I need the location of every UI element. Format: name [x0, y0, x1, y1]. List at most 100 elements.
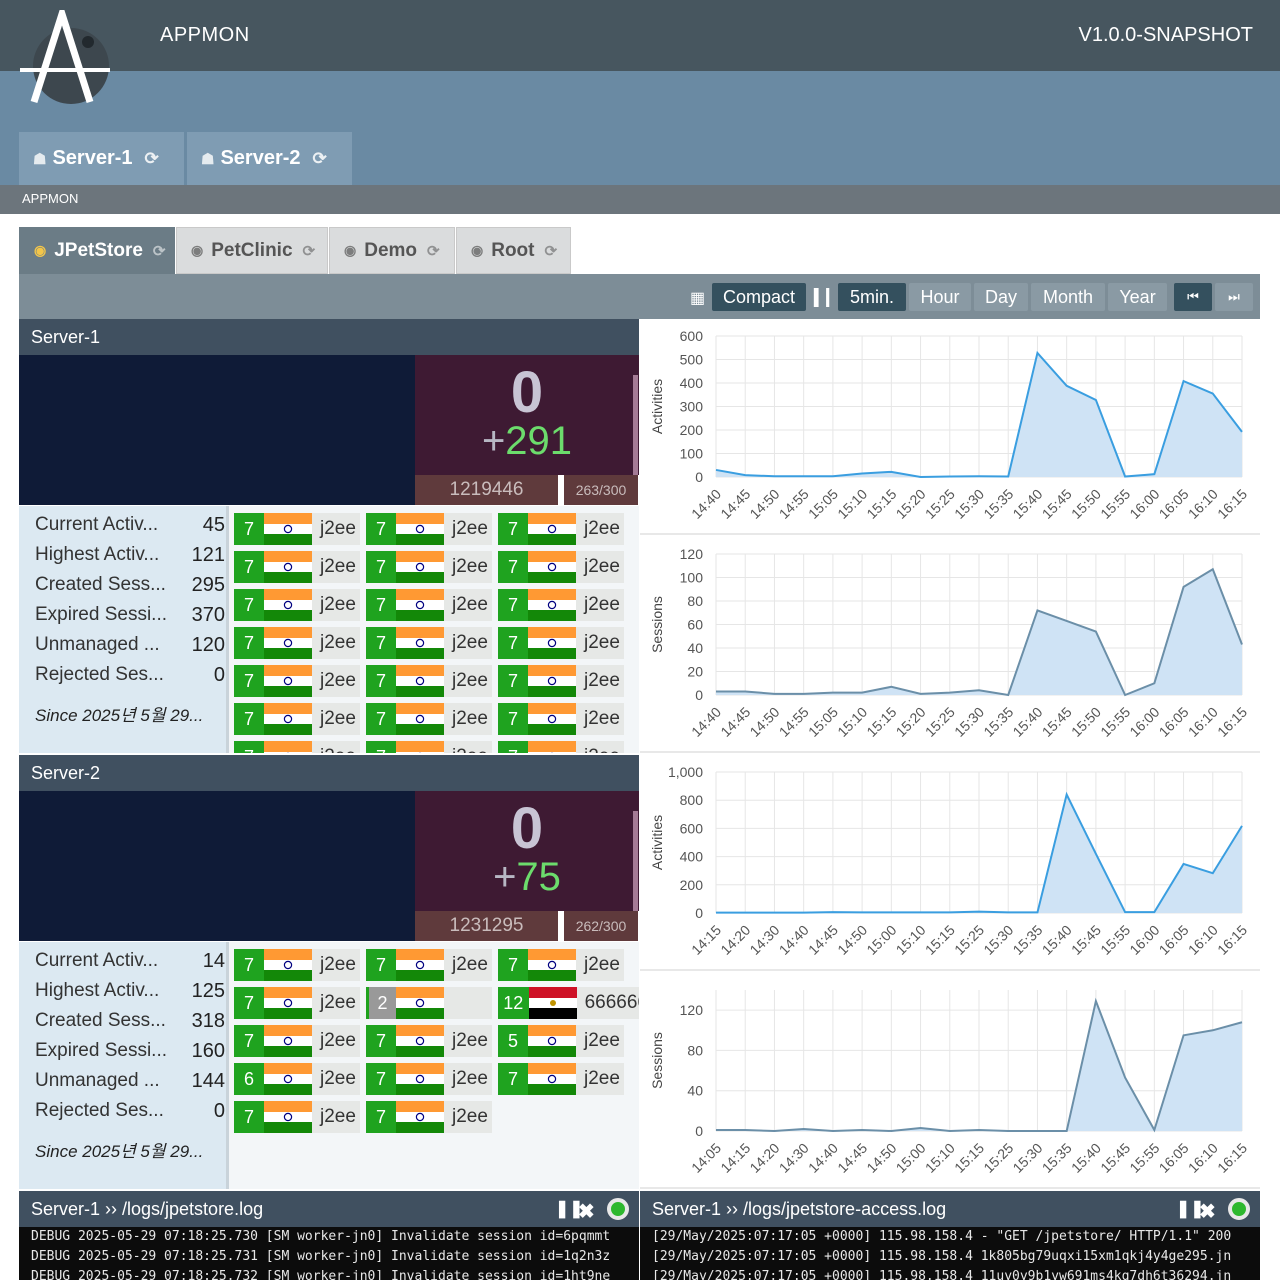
stat-value: 125 — [191, 980, 225, 1002]
compact-button[interactable]: Compact — [712, 283, 806, 311]
skip-back-button[interactable]: ⏮ — [1174, 283, 1212, 311]
refresh-icon[interactable]: ⟳ — [427, 242, 440, 260]
session-chip[interactable]: 7 j2ee — [234, 551, 360, 583]
live-status-icon[interactable] — [607, 1198, 629, 1220]
session-count: 7 — [498, 665, 528, 697]
range-month-button[interactable]: Month — [1031, 283, 1105, 311]
tab-server-2[interactable]: ☗ Server-2 ⟳ — [187, 132, 352, 185]
pause-icon[interactable]: ❚❚ — [1176, 1199, 1205, 1218]
refresh-icon[interactable]: ⟳ — [152, 242, 166, 260]
range-hour-button[interactable]: Hour — [909, 283, 971, 311]
scrollbar[interactable] — [633, 811, 638, 941]
x-tick-label: 14:50 — [863, 1140, 899, 1176]
session-chip[interactable]: 7 j2ee — [234, 627, 360, 659]
session-chip[interactable]: 7 j2ee — [366, 513, 492, 545]
range-year-button[interactable]: Year — [1108, 283, 1167, 311]
session-chip[interactable]: 2 — [366, 987, 492, 1019]
session-chip[interactable]: 7 j2ee — [234, 1101, 360, 1133]
bar-chart-icon: ▍▎ — [814, 290, 839, 307]
tab-jpetstore[interactable]: ◉ JPetStore ⟳ — [19, 227, 175, 274]
series-area — [716, 1001, 1242, 1131]
session-chip[interactable]: 5 j2ee — [498, 1025, 624, 1057]
stat-row: Created Sess... 295 — [35, 574, 225, 604]
tab-demo[interactable]: ◉ Demo ⟳ — [329, 227, 455, 274]
refresh-icon[interactable]: ⟳ — [144, 148, 159, 168]
session-chip[interactable]: 7 j2ee — [366, 627, 492, 659]
session-label: j2ee — [320, 670, 356, 691]
india-flag-icon — [528, 949, 576, 981]
tab-server-1[interactable]: ☗ Server-1 ⟳ — [19, 132, 184, 185]
range-day-button[interactable]: Day — [974, 283, 1028, 311]
session-chip[interactable]: 6 j2ee — [234, 1063, 360, 1095]
x-tick-label: 15:10 — [922, 1140, 958, 1176]
session-chip[interactable]: 7 j2ee — [366, 1025, 492, 1057]
chart-activities: 0 100 200 300 400 500 600 Activities 14:40 14:45 1… — [640, 319, 1260, 535]
chart-svg: 0100200300400500600Activities14:4014:451… — [649, 328, 1250, 522]
session-label: j2ee — [320, 746, 356, 753]
stat-label: Current Activ... — [35, 950, 159, 971]
session-label: j2ee — [320, 1068, 356, 1089]
x-tick-label: 14:30 — [776, 1140, 812, 1176]
session-chip[interactable]: 7 j2ee — [498, 665, 624, 697]
live-status-icon[interactable] — [1228, 1198, 1250, 1220]
india-flag-icon — [264, 987, 312, 1019]
session-chip[interactable]: 7 j2ee — [498, 551, 624, 583]
close-icon[interactable]: ✖ — [578, 1201, 595, 1223]
x-tick-label: 15:25 — [980, 1140, 1016, 1176]
india-flag-icon — [264, 1101, 312, 1133]
session-count: 12 — [498, 987, 529, 1019]
session-chip[interactable]: 7 j2ee — [366, 1101, 492, 1133]
refresh-icon[interactable]: ⟳ — [312, 148, 327, 168]
stat-row: Expired Sessi... 370 — [35, 604, 225, 634]
session-count: 7 — [234, 627, 264, 659]
session-chip[interactable]: 7 j2ee — [498, 703, 624, 735]
session-chip[interactable]: 7 j2ee — [234, 741, 360, 753]
stat-label: Unmanaged ... — [35, 634, 160, 655]
range-5min-button[interactable]: 5min. — [838, 283, 906, 311]
session-chip[interactable]: 7 j2ee — [498, 1063, 624, 1095]
session-label: j2ee — [320, 1030, 356, 1051]
tab-root[interactable]: ◉ Root ⟳ — [456, 227, 571, 274]
tab-label: JPetStore — [54, 239, 143, 261]
refresh-icon[interactable]: ⟳ — [302, 242, 316, 260]
session-chip[interactable]: 12 666666 — [498, 987, 639, 1019]
session-chip[interactable]: 7 j2ee — [234, 665, 360, 697]
session-chip[interactable]: 7 j2ee — [498, 589, 624, 621]
close-icon[interactable]: ✖ — [1199, 1201, 1216, 1223]
session-chip[interactable]: 7 j2ee — [366, 551, 492, 583]
stat-value: 144 — [191, 1070, 225, 1092]
scrollbar[interactable] — [633, 375, 638, 505]
session-chip[interactable]: 7 j2ee — [234, 987, 360, 1019]
session-chip[interactable]: 7 j2ee — [498, 949, 624, 981]
skip-forward-button[interactable]: ⏭ — [1215, 283, 1253, 311]
session-chip[interactable]: 7 j2ee — [366, 949, 492, 981]
session-chip[interactable]: 7 j2ee — [498, 513, 624, 545]
session-count: 5 — [498, 1025, 528, 1057]
session-chip[interactable]: 7 j2ee — [234, 1025, 360, 1057]
session-chip[interactable]: 7 j2ee — [234, 513, 360, 545]
y-tick-label: 40 — [687, 640, 703, 656]
x-tick-label: 15:15 — [951, 1140, 987, 1176]
session-chip[interactable]: 7 j2ee — [366, 1063, 492, 1095]
log-title: Server-1 ›› /logs/jpetstore.log — [31, 1199, 264, 1219]
session-count: 7 — [366, 949, 396, 981]
session-chip[interactable]: 7 j2ee — [234, 949, 360, 981]
x-tick-label: 16:10 — [1185, 922, 1221, 958]
stat-value: 295 — [191, 574, 225, 596]
session-label: j2ee — [452, 1030, 488, 1051]
session-chip[interactable]: 7 j2ee — [366, 665, 492, 697]
session-chip[interactable]: 7 j2ee — [498, 627, 624, 659]
session-chip[interactable]: 7 j2ee — [366, 589, 492, 621]
stat-label: Unmanaged ... — [35, 1070, 160, 1091]
tab-petclinic[interactable]: ◉ PetClinic ⟳ — [176, 227, 328, 274]
chart-svg: 02004006008001,000Activities14:1514:2014… — [649, 764, 1250, 958]
india-flag-icon — [396, 627, 444, 659]
session-chip[interactable]: 7 j2ee — [498, 741, 624, 753]
session-chip[interactable]: 7 j2ee — [366, 703, 492, 735]
session-chip[interactable]: 7 j2ee — [234, 703, 360, 735]
pause-icon[interactable]: ❚❚ — [555, 1199, 584, 1218]
refresh-icon[interactable]: ⟳ — [544, 242, 558, 260]
session-chip[interactable]: 7 j2ee — [366, 741, 492, 753]
session-label: j2ee — [320, 992, 356, 1013]
session-chip[interactable]: 7 j2ee — [234, 589, 360, 621]
